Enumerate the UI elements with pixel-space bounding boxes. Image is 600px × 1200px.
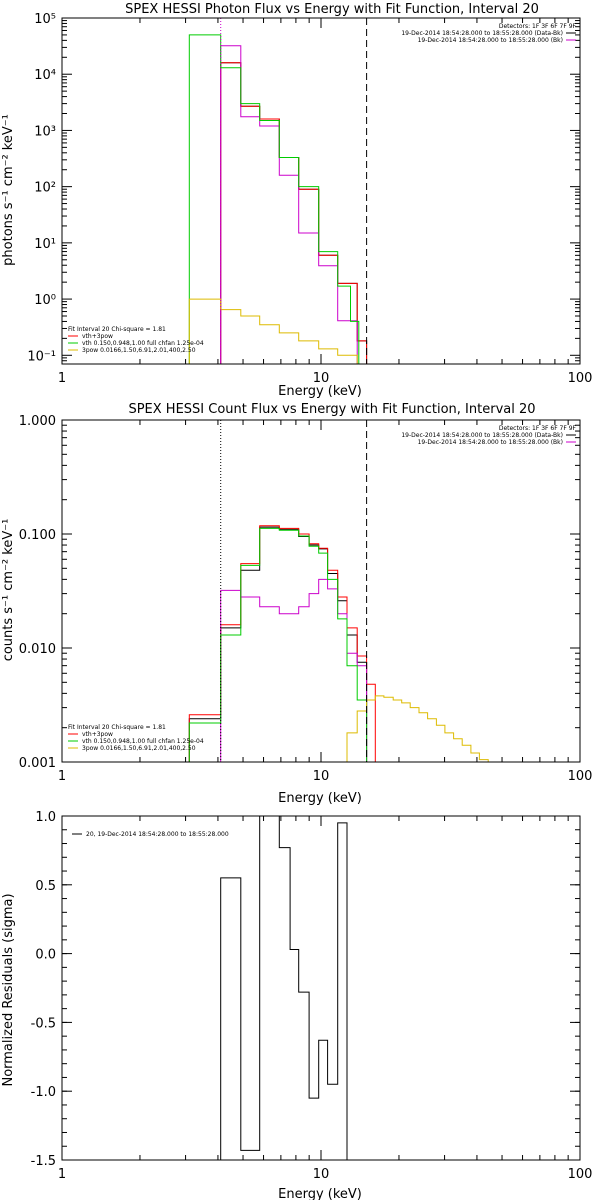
legend-entry: 19-Dec-2014 18:54:28.000 to 18:55:28.000… (401, 432, 563, 439)
panel2-xlabel: Energy (keV) (278, 791, 362, 806)
panel1-legend-bottom: Fit Interval 20 Chi-square = 1.81vth+3po… (68, 326, 204, 354)
y-tick-label: -1.5 (31, 1154, 56, 1169)
residuals-panel: 1 10 100 1.0 0.5 0.0 -0.5 -1.0 -1.5 Energy (keV)… (1, 810, 592, 1200)
legend-entry: vth 0.150,0.948,1.00 full chfan 1.25e-04 (82, 738, 204, 745)
x-tick-label: 100 (568, 1167, 593, 1182)
legend-entry: vth+3pow (82, 731, 113, 738)
y-tick-label: 10⁰ (34, 293, 56, 308)
panel1-title: SPEX HESSI Photon Flux vs Energy with Fi… (125, 2, 539, 17)
series-2-line (220, 578, 368, 762)
y-tick-label: 0.100 (19, 528, 56, 543)
y-tick-label: 0.5 (35, 879, 56, 894)
y-tick-label: 0.010 (19, 642, 56, 657)
y-tick-label: 10⁻¹ (27, 349, 56, 364)
panel2-legend-bottom: Fit Interval 20 Chi-square = 1.81vth+3po… (68, 724, 204, 752)
y-tick-label: 0.0 (35, 948, 56, 963)
x-tick-label: 100 (568, 769, 593, 784)
panel1-vlines (220, 18, 368, 364)
series-3-line (188, 34, 360, 364)
panel2-ticks: 1 10 100 1.000 0.100 0.010 0.001 (19, 414, 593, 784)
x-tick-label: 1 (58, 1167, 66, 1182)
axes-box (61, 815, 581, 1161)
y-tick-label: 0.001 (19, 756, 56, 771)
y-tick-label: 10⁵ (34, 12, 56, 27)
panel1-axes-frame (61, 17, 581, 365)
y-tick-label: 10³ (34, 124, 56, 139)
legend-entry: 3pow 0.0166,1.50,6.91,2.01,400,2.50 (82, 347, 196, 354)
series-4-line (188, 298, 367, 365)
panel1-ylabel: photons s⁻¹ cm⁻² keV⁻¹ (1, 114, 16, 266)
y-tick-label: 10⁴ (34, 68, 56, 83)
legend-entry: 19-Dec-2014 18:54:28.000 to 18:55:28.000… (418, 37, 563, 44)
panel2-axes-frame (61, 419, 581, 763)
series-0-line (188, 526, 368, 762)
x-tick-label: 10 (313, 371, 330, 386)
panel2-series-group (188, 525, 514, 763)
x-tick-label: 100 (568, 371, 593, 386)
series-0-line (220, 62, 368, 364)
legend-entry: 20, 19-Dec-2014 18:54:28.000 to 18:55:28… (86, 831, 229, 838)
series-3-line (188, 527, 368, 762)
legend-entry: vth 0.150,0.948,1.00 full chfan 1.25e-04 (82, 340, 204, 347)
x-tick-label: 10 (313, 769, 330, 784)
x-tick-label: 10 (313, 1167, 330, 1182)
y-tick-label: 1.0 (35, 810, 56, 825)
count-flux-panel: SPEX HESSI Count Flux vs Energy with Fit… (1, 402, 592, 806)
legend-entry: 19-Dec-2014 18:54:28.000 to 18:55:28.000… (401, 30, 563, 37)
y-tick-label: 10¹ (34, 237, 56, 252)
panel3-series-group (220, 815, 348, 1160)
legend-entry: vth+3pow (82, 333, 113, 340)
panel3-legend-top: 20, 19-Dec-2014 18:54:28.000 to 18:55:28… (72, 831, 229, 838)
panel3-xlabel: Energy (keV) (278, 1187, 362, 1200)
y-tick-label: 1.000 (19, 414, 56, 429)
photon-flux-panel: SPEX HESSI Photon Flux vs Energy with Fi… (1, 2, 592, 399)
panel2-title: SPEX HESSI Count Flux vs Energy with Fit… (128, 402, 535, 417)
panel2-ylabel: counts s⁻¹ cm⁻² keV⁻¹ (1, 519, 16, 662)
series-4-line (189, 695, 514, 763)
panel3-ticks: 1 10 100 1.0 0.5 0.0 -0.5 -1.0 -1.5 (31, 810, 593, 1182)
legend-entry: Detectors: 1F 3F 6F 7F 9F (499, 425, 577, 432)
panel1-ticks: 1 10 100 10⁵ 10⁴ 10³ 10² 10¹ 10⁰ 10⁻¹ (27, 12, 592, 386)
legend-entry: Detectors: 1F 3F 6F 7F 9F (499, 23, 577, 30)
y-tick-label: 10² (34, 181, 56, 196)
legend-entry: 19-Dec-2014 18:54:28.000 to 18:55:28.000… (418, 439, 563, 446)
panel2-vlines (220, 420, 368, 762)
legend-entry: Fit Interval 20 Chi-square = 1.81 (68, 724, 166, 731)
y-tick-label: -0.5 (31, 1016, 56, 1031)
series-1-line (220, 62, 368, 364)
legend-entry: 3pow 0.0166,1.50,6.91,2.01,400,2.50 (82, 745, 196, 752)
x-tick-label: 1 (58, 371, 66, 386)
legend-entry: Fit Interval 20 Chi-square = 1.81 (68, 326, 166, 333)
y-tick-label: -1.0 (31, 1085, 56, 1100)
panel3-axes-frame (61, 815, 581, 1161)
axes-box (61, 419, 581, 763)
panel3-ylabel: Normalized Residuals (sigma) (1, 893, 16, 1086)
x-tick-label: 1 (58, 769, 66, 784)
series-0-line (220, 815, 348, 1160)
axes-box (61, 17, 581, 365)
panel1-series-group (188, 34, 368, 365)
panel1-xlabel: Energy (keV) (278, 384, 362, 399)
